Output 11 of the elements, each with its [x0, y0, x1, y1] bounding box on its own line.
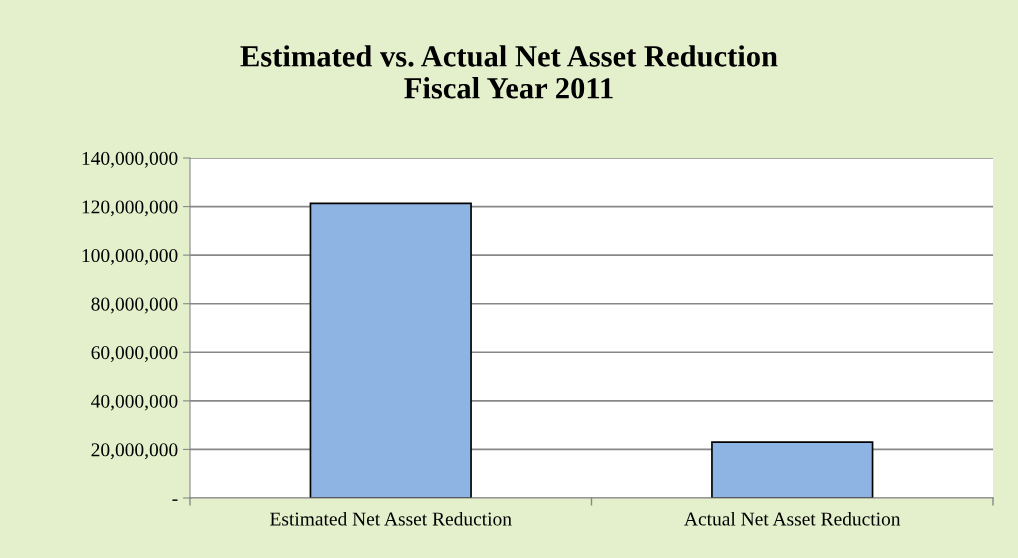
y-tick-label: -	[172, 499, 178, 501]
y-tick-label: 60,000,000	[91, 346, 178, 363]
y-tick-label: 40,000,000	[91, 394, 178, 411]
y-tick-label: 140,000,000	[82, 151, 178, 168]
y-tick-label: 120,000,000	[82, 200, 178, 217]
y-tick-label: 80,000,000	[91, 297, 178, 314]
x-tick-label: Estimated Net Asset Reduction	[270, 511, 512, 526]
y-tick-label: 20,000,000	[91, 443, 178, 460]
chart-title: Estimated vs. Actual Net Asset Reduction Fiscal Year 2011	[240, 45, 778, 99]
x-tick-label: Actual Net Asset Reduction	[684, 511, 901, 526]
y-tick-label: 100,000,000	[82, 248, 178, 265]
